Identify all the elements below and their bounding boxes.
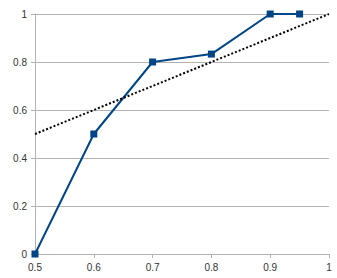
svg-text:0.6: 0.6	[13, 105, 27, 116]
svg-text:0.9: 0.9	[263, 262, 277, 273]
svg-text:1: 1	[21, 9, 27, 20]
svg-text:0.5: 0.5	[28, 262, 42, 273]
svg-text:0.6: 0.6	[87, 262, 101, 273]
svg-text:0.7: 0.7	[146, 262, 160, 273]
svg-text:0.8: 0.8	[13, 57, 27, 68]
svg-text:0.2: 0.2	[13, 201, 27, 212]
svg-text:1: 1	[326, 262, 332, 273]
svg-text:0: 0	[21, 249, 27, 260]
svg-text:0.4: 0.4	[13, 153, 27, 164]
svg-text:0.8: 0.8	[204, 262, 218, 273]
